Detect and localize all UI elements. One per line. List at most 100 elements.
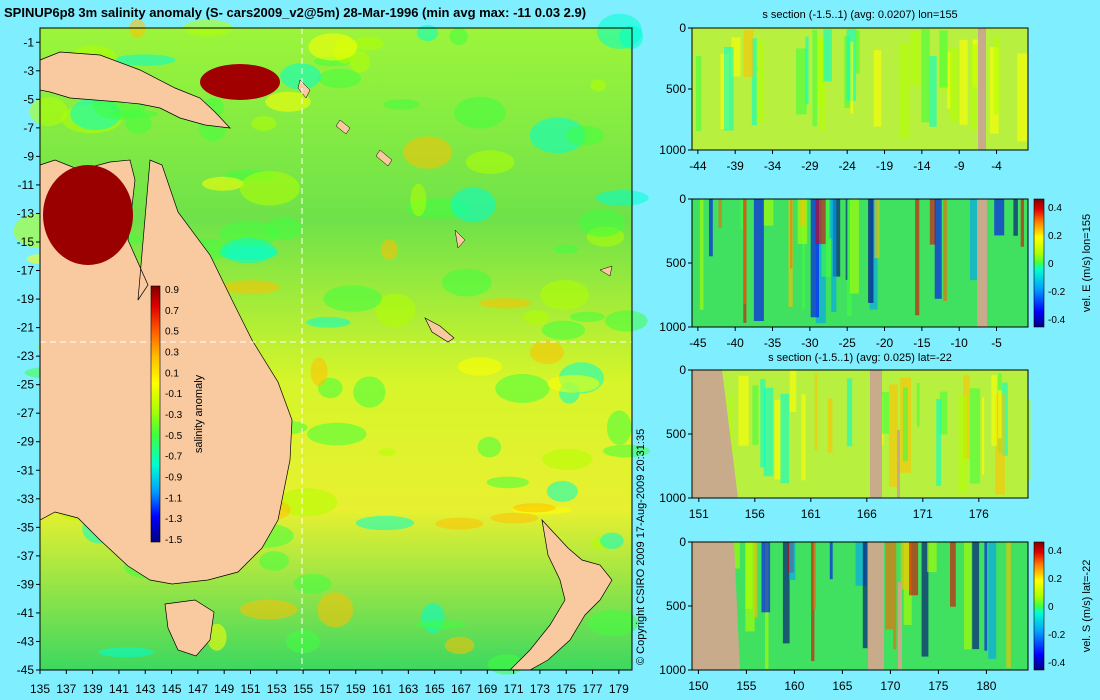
section-stripe bbox=[760, 379, 766, 468]
section-stripe bbox=[718, 199, 722, 228]
main-title: SPINUP6p8 3m salinity anomaly (S- cars20… bbox=[4, 5, 586, 20]
map-y-tick-label: -33 bbox=[17, 492, 35, 506]
map-y-tick-label: -39 bbox=[17, 577, 35, 591]
map-texture-blob bbox=[487, 477, 529, 489]
map-texture-blob bbox=[221, 238, 275, 263]
map-x-tick-label: 157 bbox=[319, 682, 339, 696]
section-stripe bbox=[796, 48, 807, 115]
section-x-tick-label: -5 bbox=[991, 336, 1002, 350]
map-colorbar-tick-label: 0.3 bbox=[165, 348, 179, 359]
section-stripe bbox=[850, 41, 854, 114]
map-x-tick-label: 155 bbox=[293, 682, 313, 696]
section-y-tick-label: 500 bbox=[666, 599, 686, 613]
section-colorbar-tick-label: 0.4 bbox=[1048, 203, 1062, 214]
map-texture-blob bbox=[524, 310, 550, 325]
map-y-tick-label: -7 bbox=[23, 121, 34, 135]
map-texture-blob bbox=[129, 19, 145, 38]
section-stripe bbox=[885, 542, 893, 630]
section-x-tick-label: 175 bbox=[928, 679, 948, 693]
section-stripe bbox=[893, 542, 897, 650]
section-x-tick-label: 171 bbox=[913, 507, 933, 521]
section-stripe bbox=[763, 199, 774, 226]
map-x-tick-label: 179 bbox=[609, 682, 629, 696]
map-y-tick-label: -37 bbox=[17, 549, 35, 563]
map-texture-blob bbox=[251, 116, 276, 131]
section-colorbar-label: vel. E (m/s) lon=155 bbox=[1081, 214, 1093, 312]
anomaly-high-png bbox=[200, 64, 280, 100]
map-x-tick-label: 151 bbox=[240, 682, 260, 696]
map-texture-blob bbox=[111, 110, 158, 118]
section-stripe bbox=[815, 36, 824, 107]
section-y-tick-label: 500 bbox=[666, 427, 686, 441]
section-colorbar-tick-label: -0.4 bbox=[1048, 315, 1066, 326]
section-colorbar-tick-label: 0.4 bbox=[1048, 546, 1062, 557]
map-texture-blob bbox=[240, 600, 297, 620]
map-texture-blob bbox=[466, 150, 515, 174]
section-stripe bbox=[821, 199, 832, 277]
section-stripe bbox=[988, 542, 997, 659]
section-stripe bbox=[827, 398, 833, 453]
map-colorbar-ticks: 0.9 0.7 0.5 0.3 0.1 -0.1 -0.3 -0.5 -0.7 -0.9 -1.1 -… bbox=[165, 285, 183, 546]
section-stripe bbox=[850, 199, 859, 294]
map-x-tick-label: 165 bbox=[425, 682, 445, 696]
section-x-tick-label: -15 bbox=[913, 336, 931, 350]
section-stripe bbox=[738, 375, 749, 446]
section-x-tick-label: 151 bbox=[689, 507, 709, 521]
section-land bbox=[870, 370, 882, 498]
map-texture-blob bbox=[403, 136, 452, 168]
section-x-tick-label: -29 bbox=[801, 159, 819, 173]
section-colorbar-tick-label: -0.4 bbox=[1048, 658, 1066, 669]
map-texture-blob bbox=[445, 637, 474, 654]
map-colorbar-ramp bbox=[150, 285, 161, 543]
section-stripe bbox=[921, 29, 930, 123]
section-stripe bbox=[812, 542, 816, 610]
section-land bbox=[897, 430, 900, 498]
map-texture-blob bbox=[540, 280, 589, 310]
section-stripe bbox=[910, 31, 921, 86]
section-x-tick-label: 155 bbox=[736, 679, 756, 693]
section-stripe bbox=[939, 30, 948, 88]
section-stripe bbox=[984, 542, 988, 651]
section-y-tick-label: 1000 bbox=[659, 663, 686, 677]
map-texture-blob bbox=[353, 377, 385, 408]
section-x-tick-label: -44 bbox=[689, 159, 707, 173]
section-stripe bbox=[855, 30, 860, 74]
map-texture-blob bbox=[451, 187, 496, 222]
map-texture-blob bbox=[548, 375, 600, 393]
map-colorbar-tick-label: -0.7 bbox=[165, 452, 183, 463]
map-texture-blob bbox=[356, 516, 414, 530]
map-y-tick-label: -41 bbox=[17, 606, 35, 620]
map-colorbar-tick-label: -1.5 bbox=[165, 535, 183, 546]
map-texture-blob bbox=[311, 358, 328, 387]
section-stripe bbox=[868, 199, 874, 303]
section-stripe bbox=[724, 46, 734, 131]
section-x-tick-label: 180 bbox=[976, 679, 996, 693]
map-colorbar-tick-label: 0.5 bbox=[165, 327, 179, 338]
section-x-tick-label: -20 bbox=[876, 336, 894, 350]
section-panels: s section (-1.5..1) (avg: 0.0207) lon=15… bbox=[659, 9, 1093, 693]
map-texture-blob bbox=[319, 69, 362, 89]
section-stripe bbox=[916, 383, 920, 427]
map-colorbar-tick-label: -0.3 bbox=[165, 410, 183, 421]
section-stripe bbox=[972, 542, 980, 650]
map-texture-blob bbox=[480, 298, 532, 308]
section-stripe bbox=[789, 542, 796, 580]
section-x-tick-label: 166 bbox=[857, 507, 877, 521]
section-colorbar-tick-label: 0 bbox=[1048, 602, 1054, 613]
section-x-tick-label: 150 bbox=[688, 679, 708, 693]
map-y-axis: -1 -3 -5 -7 -9 -11 -13 -15 -17 -19 -21 -23 -25 -27 -29… bbox=[17, 35, 40, 677]
map-x-tick-label: 177 bbox=[583, 682, 603, 696]
map-y-tick-label: -1 bbox=[23, 35, 34, 49]
section-panel-2: 0 500 1000-45 -40 -35 -30 -25 -20 -15 -10 -5 0.4 0.2… bbox=[659, 192, 1093, 350]
land-tasmania bbox=[164, 599, 215, 657]
map-x-tick-label: 173 bbox=[530, 682, 550, 696]
map-x-axis: 135 137 139 141 143 145 147 149 151 153 155 157 159 1… bbox=[30, 670, 629, 696]
section-stripe bbox=[950, 542, 956, 607]
section-y-tick-label: 0 bbox=[679, 21, 686, 35]
section-stripe bbox=[900, 542, 911, 590]
section-stripe bbox=[745, 542, 755, 632]
section-stripe bbox=[873, 50, 882, 127]
section-stripe bbox=[970, 43, 979, 130]
section-stripe bbox=[810, 199, 819, 318]
